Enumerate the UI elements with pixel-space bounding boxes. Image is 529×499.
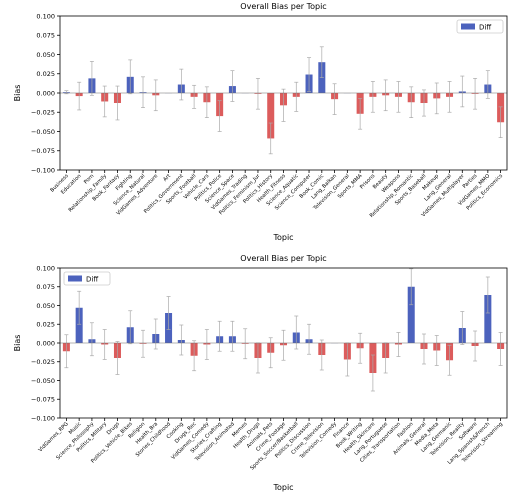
x-axis-label: Topic — [272, 483, 293, 492]
bar — [75, 307, 83, 343]
y-axis-label: Bias — [13, 335, 22, 352]
legend-swatch — [68, 275, 82, 282]
legend-label: Diff — [86, 275, 98, 283]
y-tick-label: −0.075 — [31, 147, 55, 155]
y-tick-label: −0.050 — [31, 377, 55, 385]
bar — [407, 286, 415, 343]
y-tick-label: 0.000 — [36, 339, 55, 347]
y-tick-label: −0.050 — [31, 128, 55, 136]
bar — [267, 93, 275, 139]
x-axis-label: Topic — [272, 233, 293, 242]
legend-label: Diff — [479, 23, 491, 31]
x-tick-label: Art — [162, 173, 172, 183]
y-tick-label: −0.100 — [31, 414, 55, 422]
y-tick-label: 0.075 — [36, 32, 55, 40]
y-tick-label: 0.050 — [36, 302, 55, 310]
bar — [484, 295, 492, 343]
y-tick-label: 0.000 — [36, 89, 55, 97]
y-tick-label: −0.100 — [31, 166, 55, 174]
legend-swatch — [461, 23, 475, 30]
chart-title: Overall Bias per Topic — [240, 2, 326, 11]
y-axis-label: Bias — [13, 85, 22, 102]
y-tick-label: 0.100 — [36, 12, 55, 20]
y-tick-label: 0.025 — [36, 321, 55, 329]
y-tick-label: −0.075 — [31, 396, 55, 404]
y-tick-label: 0.025 — [36, 70, 55, 78]
chart-title: Overall Bias per Topic — [240, 254, 326, 263]
y-tick-label: −0.025 — [31, 358, 55, 366]
y-tick-label: 0.050 — [36, 51, 55, 59]
legend: Diff — [456, 19, 504, 34]
y-tick-label: −0.025 — [31, 109, 55, 117]
legend: Diff — [63, 271, 111, 286]
y-tick-label: 0.100 — [36, 264, 55, 272]
y-tick-label: 0.075 — [36, 283, 55, 291]
